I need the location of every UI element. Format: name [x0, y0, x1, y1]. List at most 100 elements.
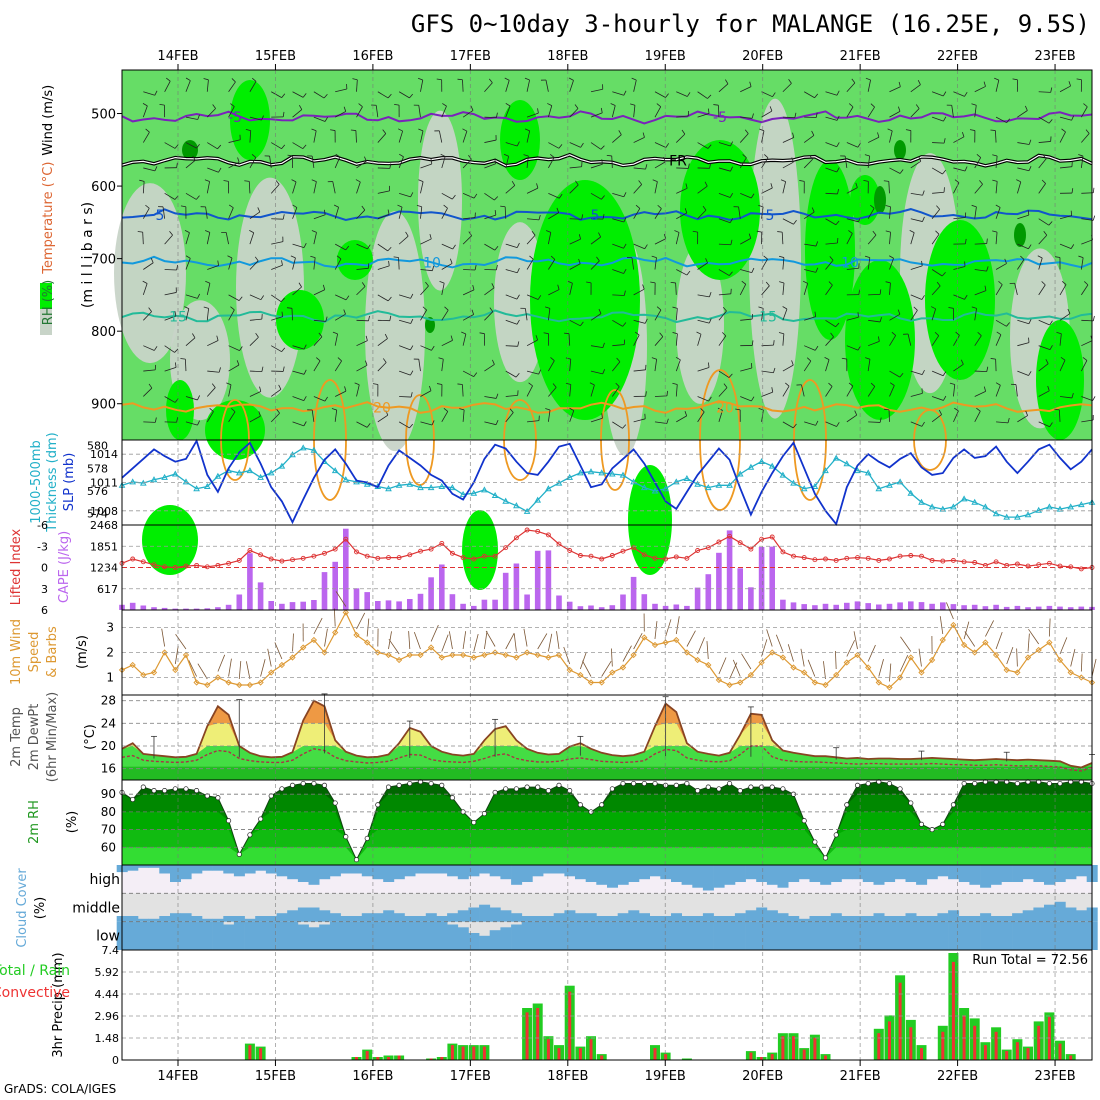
wind-barb-flag [254, 256, 259, 262]
wind-barb-flag [686, 92, 691, 97]
cloud-bar [361, 865, 373, 877]
cloud-bar [980, 865, 992, 888]
cape-bar [790, 602, 797, 610]
cloud-bar [383, 910, 395, 922]
rh-point [844, 802, 850, 808]
cloud-bar [297, 924, 309, 950]
rh-tick-label: 90 [101, 787, 116, 801]
wind-barb-flag [651, 255, 657, 258]
isotherm-label: 10 [423, 255, 441, 271]
cloud-bar [543, 916, 554, 922]
wind-speed-point [204, 681, 211, 689]
wind-barb-flag [429, 385, 432, 391]
wind-barb-flag [335, 153, 341, 158]
wind-barb [356, 181, 361, 194]
wind-barb-flag [622, 322, 627, 327]
lifted-index-point [492, 553, 498, 559]
wind-barb [775, 634, 784, 652]
wind-barb-flag [917, 79, 921, 85]
wind-speed-point [907, 654, 914, 661]
wind-barb [590, 370, 603, 375]
wind-barb [697, 319, 710, 324]
wind-barb-flag [1048, 221, 1053, 226]
wind-barb [918, 648, 922, 667]
wind-barb-flag [303, 369, 307, 375]
wind-barb [1017, 319, 1029, 325]
precip-convective-bar [365, 1051, 369, 1060]
wind-barb [292, 286, 302, 296]
thickness-point [971, 498, 979, 505]
wind-barb-flag [150, 258, 154, 263]
wind-barb-flag [942, 169, 946, 175]
rh-point [503, 786, 509, 792]
wind-barb [164, 192, 176, 200]
lifted-index-point [354, 549, 359, 555]
thickness-point [779, 471, 787, 478]
precip-convective-bar [1069, 1055, 1073, 1060]
wind-barb [974, 290, 987, 296]
wind-barb-flag [276, 408, 280, 414]
cape-bar [620, 594, 626, 610]
wind-speed-point [364, 639, 371, 646]
wind-speed-point [737, 679, 744, 686]
rh-point [385, 784, 392, 790]
wind-barb-flag [598, 232, 602, 238]
wind-barb-flag [260, 295, 264, 300]
wind-barb-flag [569, 407, 574, 411]
lifted-index-point [801, 555, 807, 561]
cloud-bar [873, 921, 885, 950]
rh-point [535, 784, 541, 790]
wind-barb-flag [436, 383, 443, 385]
cape-bar [375, 601, 381, 610]
wind-barb-flag [921, 421, 925, 427]
lifted-index-point [279, 558, 285, 564]
cloud-bar [564, 865, 576, 877]
cape-bar [439, 564, 445, 610]
wind-barb-flag [473, 372, 478, 377]
wind-barb-flag [196, 143, 200, 149]
wind-barb [853, 631, 858, 650]
wind-barb-flag [848, 103, 854, 108]
thickness-point [907, 489, 915, 496]
cloud-bar [926, 865, 938, 880]
y-axis-label-part: RH (%) [41, 280, 56, 325]
wind-barb-flag [180, 358, 186, 360]
wind-barb [761, 285, 770, 296]
cape-bar [247, 553, 253, 610]
temp-tick-label: 24 [101, 716, 116, 730]
wind-barb-flag [986, 366, 989, 372]
wind-barb [931, 308, 937, 321]
wind-speed-point [225, 679, 232, 686]
wind-barb-flag [180, 205, 186, 208]
wind-barb-flag [409, 93, 414, 99]
cloud-bar [852, 921, 864, 950]
wind-barb [292, 345, 305, 350]
temp-axis-label: 2m Temp [9, 707, 24, 767]
thickness-point [683, 474, 691, 481]
wind-barb-flag [524, 128, 530, 132]
wind-barb [388, 638, 400, 655]
wind-barb-flag [949, 382, 955, 385]
cloud-bar [255, 916, 267, 922]
wind-barb [1038, 218, 1050, 226]
wind-speed-point [577, 671, 584, 679]
wind-barb [441, 634, 449, 652]
wind-barb [569, 319, 581, 327]
cloud-bar [575, 865, 586, 880]
wind-barb [835, 650, 837, 670]
x-tick-label-top: 19FEB [645, 49, 686, 64]
wind-speed-point [342, 609, 349, 616]
wind-barb-flag [389, 315, 392, 321]
cloud-bar [287, 910, 299, 922]
cape-bar [598, 607, 605, 610]
wind-barb-flag [457, 383, 463, 385]
wind-barb-flag [652, 179, 658, 182]
rh-moist-region [462, 510, 498, 590]
wind-barb [274, 642, 283, 660]
rh-point [204, 793, 210, 799]
thickness-point [843, 460, 851, 467]
wind-barb [313, 91, 325, 99]
wind-barb [484, 82, 493, 93]
wind-barb-flag [656, 306, 662, 311]
wind-barb [1080, 156, 1084, 168]
